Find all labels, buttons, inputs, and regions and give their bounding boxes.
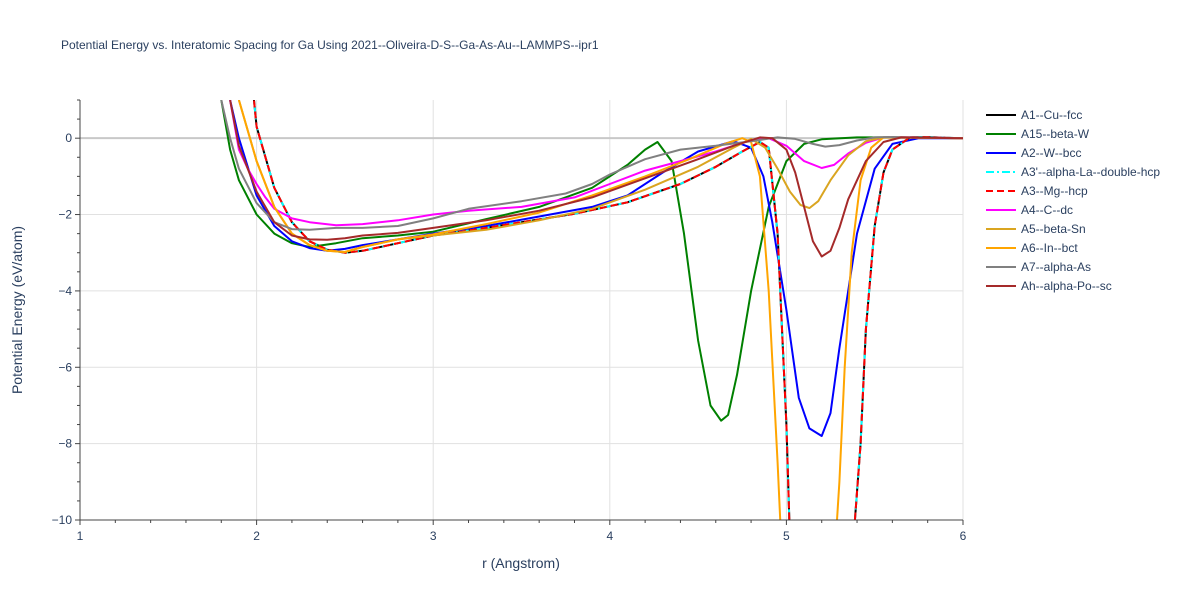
grid	[80, 100, 964, 520]
legend-label: A6--In--bct	[1021, 241, 1078, 255]
legend-item-4[interactable]: A3--Mg--hcp	[986, 184, 1088, 198]
legend-label: A3'--alpha-La--double-hcp	[1021, 165, 1160, 179]
x-tick-label: 3	[430, 529, 437, 543]
series-line-8	[220, 100, 963, 231]
x-tick-label: 1	[77, 529, 84, 543]
x-tick-label: 2	[253, 529, 260, 543]
legend-label: A2--W--bcc	[1021, 146, 1081, 160]
series-line-7	[237, 100, 963, 520]
series-line-0	[252, 100, 963, 520]
y-tick-label: −4	[58, 284, 72, 298]
series-line-1	[220, 100, 963, 422]
x-tick-label: 6	[960, 529, 967, 543]
legend-item-2[interactable]: A2--W--bcc	[986, 146, 1081, 160]
legend-item-8[interactable]: A7--alpha-As	[986, 260, 1091, 274]
legend-label: Ah--alpha-Po--sc	[1021, 279, 1112, 293]
y-axis-title: Potential Energy (eV/atom)	[9, 226, 25, 394]
legend-label: A15--beta-W	[1021, 127, 1090, 141]
series-line-9	[229, 100, 963, 258]
x-tick-label: 5	[783, 529, 790, 543]
legend[interactable]: A1--Cu--fcc A15--beta-W A2--W--bcc A3'--alp…	[986, 108, 1160, 293]
tick-labels: 1 2 3 4 5 6 0 −2 −4 −6 −8 −10	[52, 131, 967, 543]
series-line-5	[229, 100, 963, 227]
y-tick-label: 0	[65, 131, 72, 145]
legend-item-3[interactable]: A3'--alpha-La--double-hcp	[986, 165, 1160, 179]
x-tick-label: 4	[606, 529, 613, 543]
legend-label: A5--beta-Sn	[1021, 222, 1086, 236]
y-tick-label: −8	[58, 437, 72, 451]
legend-item-0[interactable]: A1--Cu--fcc	[986, 108, 1082, 122]
legend-label: A4--C--dc	[1021, 203, 1073, 217]
legend-label: A1--Cu--fcc	[1021, 108, 1082, 122]
legend-item-1[interactable]: A15--beta-W	[986, 127, 1090, 141]
chart-title: Potential Energy vs. Interatomic Spacing…	[61, 38, 599, 52]
legend-label: A7--alpha-As	[1021, 260, 1091, 274]
series-line-3	[252, 100, 963, 520]
legend-label: A3--Mg--hcp	[1021, 184, 1088, 198]
series-lines	[220, 100, 963, 520]
legend-item-6[interactable]: A5--beta-Sn	[986, 222, 1086, 236]
series-line-4	[252, 100, 963, 520]
legend-item-7[interactable]: A6--In--bct	[986, 241, 1078, 255]
y-tick-label: −10	[52, 513, 73, 527]
y-tick-label: −6	[58, 360, 72, 374]
y-tick-label: −2	[58, 208, 72, 222]
legend-item-5[interactable]: A4--C--dc	[986, 203, 1073, 217]
legend-item-9[interactable]: Ah--alpha-Po--sc	[986, 279, 1112, 293]
x-axis-title: r (Angstrom)	[482, 555, 560, 571]
axes	[75, 99, 964, 525]
